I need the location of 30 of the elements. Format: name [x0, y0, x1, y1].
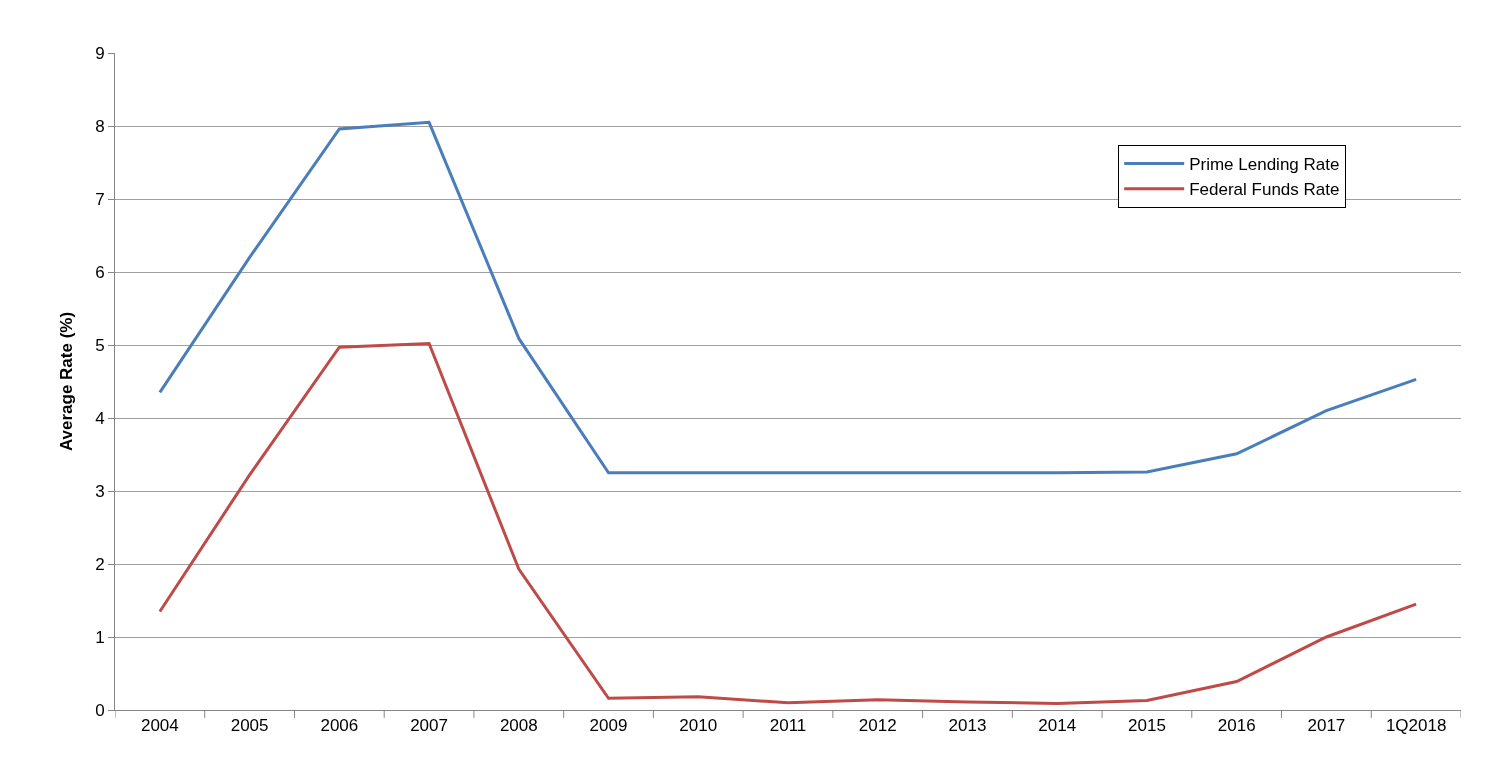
y-axis-title: Average Rate (%) [56, 311, 76, 452]
x-tick-label: 2006 [320, 716, 359, 736]
x-tick-label: 2005 [230, 716, 269, 736]
x-tick-label: 2016 [1217, 716, 1256, 736]
legend-label: Prime Lending Rate [1189, 155, 1340, 175]
y-tick-label: 5 [95, 335, 105, 355]
line-series [158, 342, 1418, 705]
x-tick-label: 2007 [410, 716, 448, 736]
x-tick-label: 2015 [1128, 716, 1166, 736]
y-tick-label: 2 [95, 554, 105, 574]
x-tick-label: 2011 [769, 716, 807, 736]
y-tick-label: 8 [95, 116, 105, 136]
y-tick-label: 3 [95, 481, 105, 501]
y-tick-label: 9 [95, 43, 105, 63]
x-tick-label: 2009 [589, 716, 628, 736]
x-tick-label: 2014 [1038, 716, 1077, 736]
y-tick-label: 4 [95, 408, 105, 428]
x-tick-label: 1Q2018 [1385, 716, 1447, 736]
line-series [158, 120, 1418, 475]
x-tick-label: 2004 [140, 716, 179, 736]
x-tick-label: 2010 [679, 716, 718, 736]
legend-label: Federal Funds Rate [1189, 180, 1340, 200]
x-tick-label: 2008 [499, 716, 538, 736]
y-tick-label: 1 [95, 627, 105, 647]
x-tick-label: 2013 [948, 716, 987, 736]
x-tick-label: 2017 [1307, 716, 1346, 736]
x-tick-label: 2012 [858, 716, 897, 736]
y-tick-label: 7 [95, 189, 105, 209]
y-tick-label: 6 [95, 262, 105, 282]
y-tick-label: 0 [95, 700, 105, 720]
